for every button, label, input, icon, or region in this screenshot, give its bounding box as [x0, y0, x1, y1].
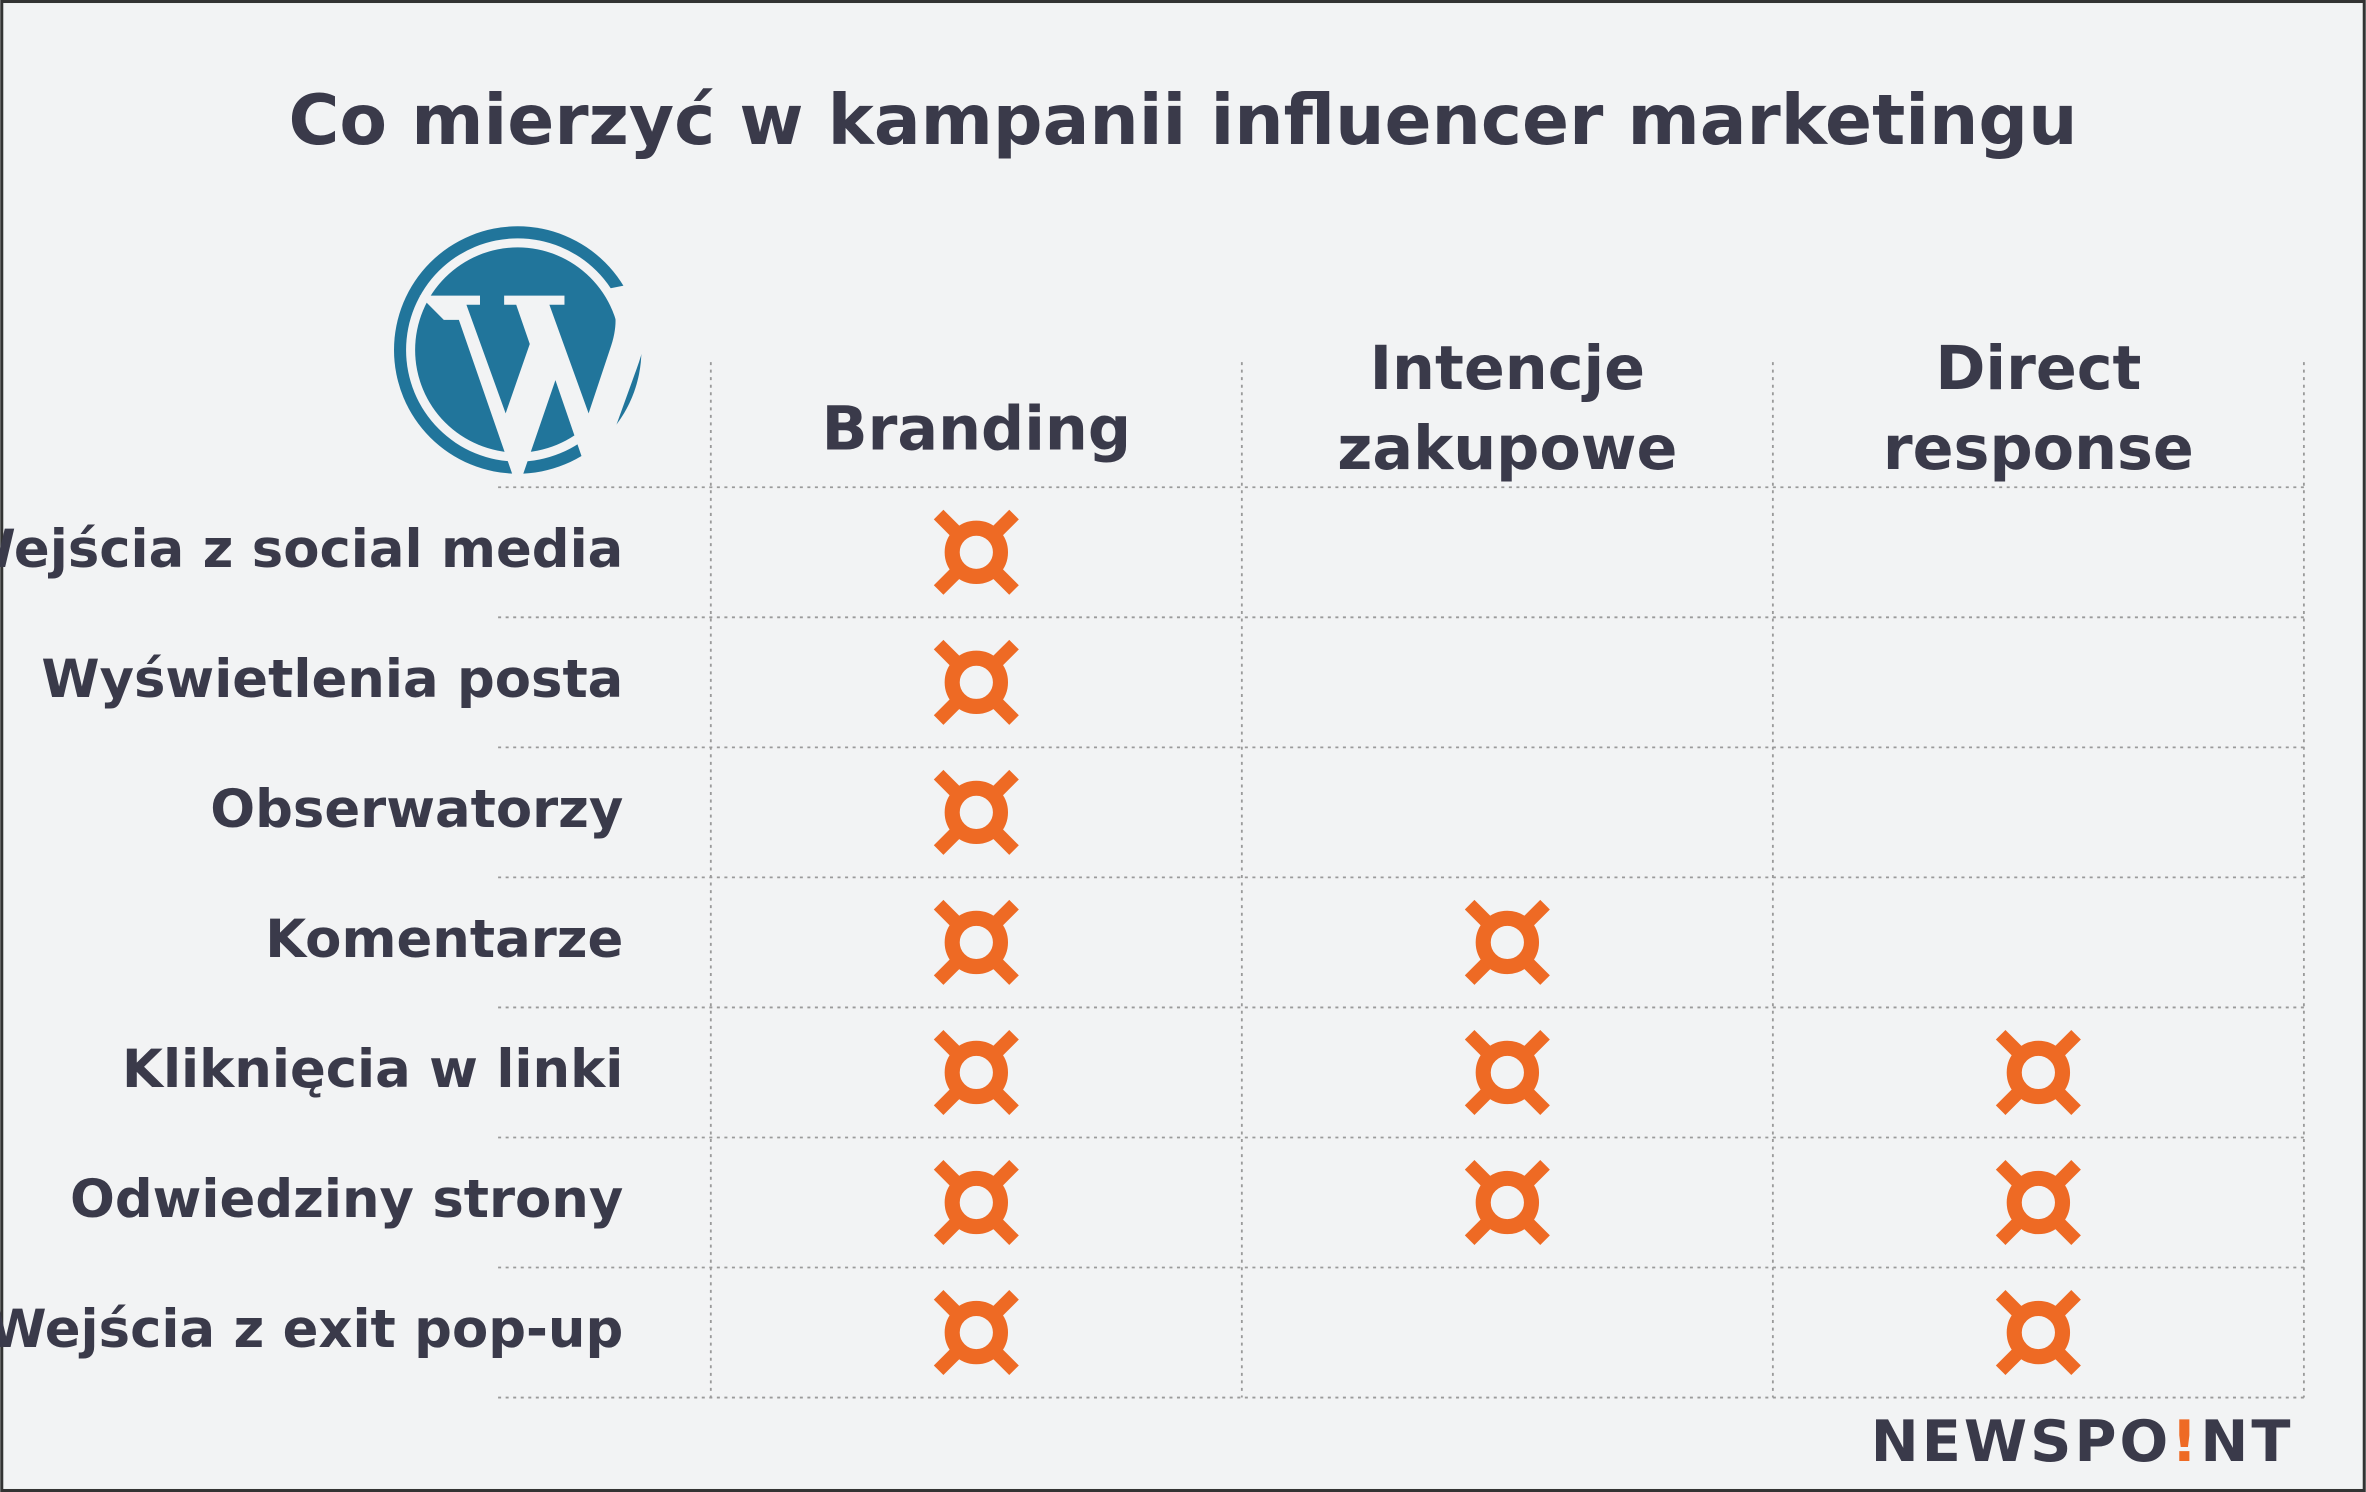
check-mark	[1995, 1290, 2081, 1376]
mark-ring	[944, 1300, 1009, 1365]
brand-logo: NEWSPO!NT	[1871, 1408, 2294, 1475]
mark-ring	[2006, 1040, 2071, 1105]
mark-ring	[944, 780, 1009, 845]
mark-ring	[944, 910, 1009, 975]
check-mark	[1464, 1029, 1550, 1115]
check-mark	[1995, 1029, 2081, 1115]
mark-ring	[944, 520, 1009, 584]
row-label: Wyświetlenia posta	[41, 649, 623, 710]
mark-ring	[944, 1170, 1009, 1235]
column-header: Direct	[1935, 334, 2141, 404]
mark-ring	[944, 650, 1009, 715]
column-header: zakupowe	[1337, 414, 1677, 484]
mark-ring	[2006, 1300, 2071, 1365]
check-mark	[1464, 1159, 1550, 1246]
row-label: Wejścia z social media	[0, 519, 623, 580]
row-label: Odwiedziny strony	[70, 1169, 623, 1230]
brand-part: NT	[2200, 1408, 2293, 1475]
row-label: Komentarze	[265, 909, 623, 970]
check-mark	[933, 899, 1019, 985]
brand-accent: !	[2171, 1408, 2200, 1475]
row-label: Obserwatorzy	[210, 779, 623, 840]
check-mark	[933, 1159, 1019, 1246]
check-mark	[1995, 1159, 2081, 1246]
title: Co mierzyć w kampanii influencer marketi…	[289, 81, 2078, 161]
brand-part: NEWSPO	[1871, 1408, 2171, 1475]
check-mark	[1464, 899, 1550, 985]
mark-ring	[2006, 1170, 2071, 1235]
mark-ring	[944, 1040, 1009, 1105]
column-header: Intencje	[1370, 334, 1645, 404]
check-mark	[933, 769, 1019, 855]
row-label: Kliknięcia w linki	[122, 1039, 623, 1100]
mark-ring	[1475, 1040, 1540, 1105]
row-label: Wejścia z exit pop-up	[0, 1299, 623, 1360]
check-mark	[933, 639, 1019, 725]
wordpress-logo	[394, 226, 647, 477]
column-header: response	[1883, 414, 2194, 484]
check-mark	[933, 1290, 1019, 1376]
mark-ring	[1475, 1170, 1540, 1235]
check-mark	[933, 1029, 1019, 1115]
mark-ring	[1475, 910, 1540, 975]
column-header: Branding	[822, 395, 1131, 465]
check-mark	[933, 509, 1019, 595]
